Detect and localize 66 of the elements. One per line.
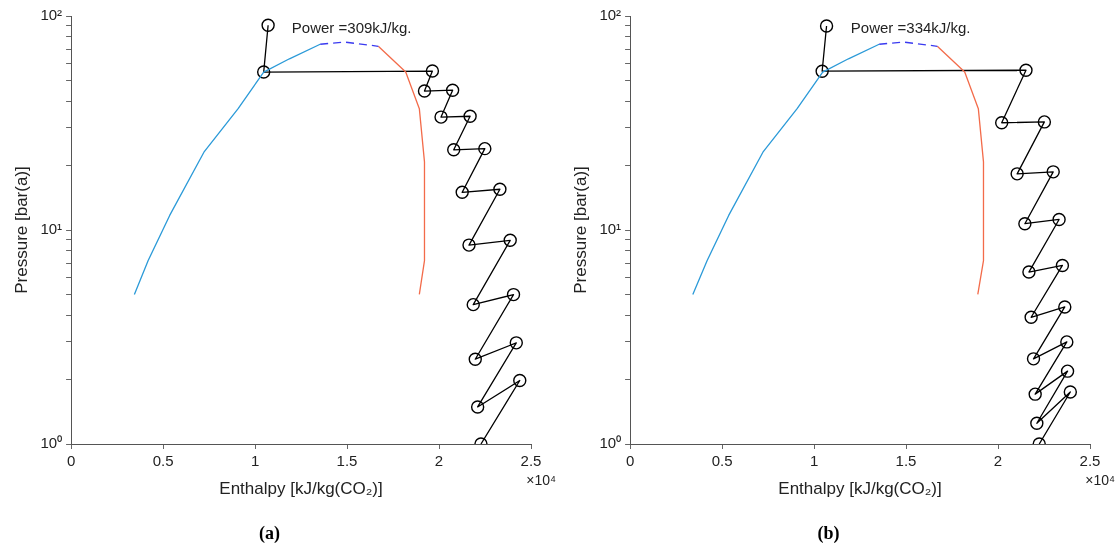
annotation: Power =309kJ/kg.: [291, 19, 412, 37]
point: [455, 185, 469, 200]
point: [1018, 217, 1032, 231]
x-tick-label: 2.5: [520, 452, 542, 470]
y-tick-label: 10⁰: [599, 434, 622, 452]
y-tick-label: 10¹: [599, 220, 622, 238]
point: [493, 182, 507, 196]
text: (a): [259, 522, 280, 544]
x-axis-title: Enthalpy [kJ/kg(CO₂)]: [778, 478, 942, 498]
point: [509, 336, 523, 350]
point: [1046, 165, 1060, 179]
point: [1010, 167, 1024, 181]
x-tick-label: 1.5: [336, 452, 358, 470]
point: [819, 19, 834, 33]
point: [1030, 416, 1044, 430]
point: [478, 141, 492, 156]
point: [1058, 300, 1072, 314]
y-tick-label: 10²: [599, 6, 622, 24]
point: [447, 143, 461, 157]
point: [1037, 115, 1052, 129]
point: [261, 18, 275, 32]
point: [1019, 63, 1033, 77]
x-tick-label: 1: [809, 452, 819, 470]
point: [1052, 212, 1066, 227]
point: [1028, 387, 1042, 401]
x-tick-label: 2: [993, 452, 1003, 470]
point: [257, 65, 271, 79]
point: [462, 238, 476, 252]
point: [417, 84, 432, 98]
x-tick-label: 2: [434, 452, 444, 470]
point: [1022, 265, 1036, 279]
point: [466, 297, 480, 312]
point: [995, 116, 1009, 130]
x-axis-title: Enthalpy [kJ/kg(CO₂)]: [219, 478, 383, 498]
point: [1060, 335, 1074, 349]
point: [513, 373, 527, 388]
text: ×10⁴: [1085, 471, 1115, 488]
text: ×10⁴: [526, 471, 556, 488]
point: [470, 400, 485, 414]
point: [1026, 352, 1041, 366]
point: [463, 109, 477, 123]
x-tick-label: 1.5: [895, 452, 917, 470]
y-tick-label: 10⁰: [40, 434, 63, 452]
text: (b): [817, 522, 840, 544]
point: [468, 352, 482, 366]
point: [1063, 385, 1078, 399]
annotation: Power =334kJ/kg.: [850, 19, 971, 37]
x-tick-label: 2.5: [1079, 452, 1101, 470]
point: [503, 233, 517, 248]
point: [1024, 310, 1038, 324]
y-axis-title: Pressure [bar(a)]: [570, 166, 590, 294]
point: [815, 64, 829, 78]
point: [445, 83, 460, 97]
point: [506, 287, 521, 302]
point: [1055, 258, 1070, 273]
point: [425, 64, 440, 78]
y-axis-title: Pressure [bar(a)]: [11, 166, 31, 294]
x-tick-label: 0: [66, 452, 76, 470]
x-tick-label: 0.5: [152, 452, 174, 470]
y-tick-label: 10²: [40, 6, 63, 24]
x-tick-label: 0: [625, 452, 635, 470]
x-tick-label: 0.5: [711, 452, 733, 470]
x-tick-label: 1: [250, 452, 260, 470]
point: [434, 110, 448, 124]
y-tick-label: 10¹: [40, 220, 63, 238]
point: [1060, 364, 1075, 378]
